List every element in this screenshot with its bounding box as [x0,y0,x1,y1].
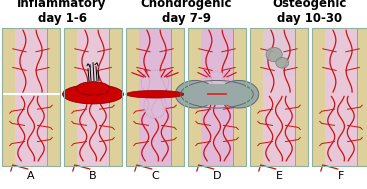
Ellipse shape [126,91,184,98]
Bar [126,28,139,166]
Text: F: F [338,171,344,181]
Bar [188,28,201,166]
Text: Osteogenic
day 10-30: Osteogenic day 10-30 [273,0,347,25]
Text: Chondrogenic
day 7-9: Chondrogenic day 7-9 [140,0,232,25]
Text: A: A [27,171,35,181]
Bar [233,28,246,166]
Bar [139,28,171,166]
Bar [263,28,295,76]
Bar [325,28,357,166]
Ellipse shape [266,47,282,62]
Bar [312,28,367,166]
Ellipse shape [76,82,110,95]
Bar [206,84,228,105]
Bar [250,28,308,166]
Bar [47,28,60,166]
Bar [295,28,308,166]
Bar [64,28,77,166]
Text: E: E [276,171,283,181]
Bar [263,28,295,166]
Bar [201,28,233,166]
Bar [2,28,60,166]
Bar [357,28,367,166]
Bar [250,28,263,166]
Ellipse shape [219,81,259,108]
Bar [15,28,47,166]
Ellipse shape [144,93,166,118]
Bar [126,28,184,166]
Text: C: C [151,171,159,181]
Bar [109,28,122,166]
Bar [312,28,325,166]
Ellipse shape [205,72,229,92]
Bar [171,28,184,166]
Text: B: B [89,171,97,181]
Ellipse shape [141,70,169,95]
Bar [77,28,109,166]
Ellipse shape [276,57,289,68]
Ellipse shape [62,85,123,104]
Bar [188,28,246,166]
Ellipse shape [175,81,215,108]
Bar [64,28,122,166]
Text: Inflammatory
day 1-6: Inflammatory day 1-6 [17,0,107,25]
Text: D: D [213,171,221,181]
Bar [2,28,15,166]
